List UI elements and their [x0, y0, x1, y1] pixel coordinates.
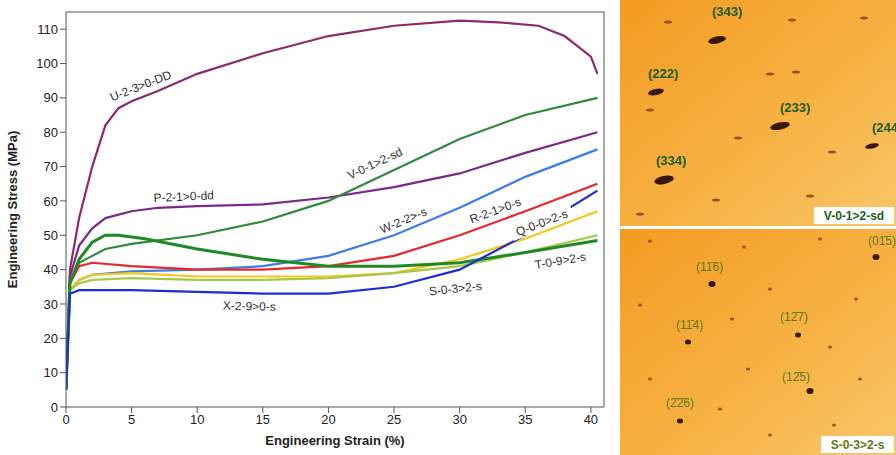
svg-text:(01̄5): (01̄5): [868, 234, 896, 248]
svg-text:90: 90: [44, 90, 58, 105]
svg-text:R-2-1>0-s: R-2-1>0-s: [468, 195, 523, 227]
svg-text:(11̄6): (11̄6): [696, 260, 723, 274]
svg-text:S-0-3>2-s: S-0-3>2-s: [428, 279, 482, 298]
svg-text:30: 30: [44, 297, 58, 312]
svg-text:Q-0-0>2-s: Q-0-0>2-s: [514, 207, 570, 239]
svg-text:(222): (222): [648, 66, 678, 81]
svg-text:X-2-9>0-s: X-2-9>0-s: [223, 299, 276, 314]
svg-text:20: 20: [321, 412, 335, 427]
svg-text:(244): (244): [872, 120, 896, 135]
svg-text:U-2-3>0-DD: U-2-3>0-DD: [108, 67, 174, 104]
svg-text:(11̄4): (11̄4): [676, 318, 703, 332]
svg-text:35: 35: [518, 412, 532, 427]
svg-text:100: 100: [36, 56, 58, 71]
svg-text:0: 0: [51, 400, 58, 415]
svg-text:80: 80: [44, 125, 58, 140]
svg-text:(2̄2̄6): (2̄2̄6): [666, 396, 694, 410]
svg-text:(12̄7): (12̄7): [780, 310, 808, 324]
svg-text:20: 20: [44, 331, 58, 346]
svg-text:10: 10: [44, 365, 58, 380]
svg-text:60: 60: [44, 194, 58, 209]
svg-text:V-0-1>2-sd: V-0-1>2-sd: [824, 209, 884, 223]
svg-text:25: 25: [387, 412, 401, 427]
svg-text:Engineering Stress (MPa): Engineering Stress (MPa): [5, 131, 20, 288]
svg-text:70: 70: [44, 159, 58, 174]
svg-text:(334): (334): [656, 153, 686, 168]
svg-text:10: 10: [190, 412, 204, 427]
svg-text:15: 15: [256, 412, 270, 427]
svg-text:40: 40: [44, 262, 58, 277]
svg-text:110: 110: [37, 22, 58, 37]
svg-text:(233): (233): [780, 100, 810, 115]
svg-text:Engineering Strain (%): Engineering Strain (%): [265, 433, 404, 448]
svg-text:50: 50: [44, 228, 58, 243]
svg-text:W-2-2>-s: W-2-2>-s: [378, 205, 429, 237]
svg-text:5: 5: [128, 412, 135, 427]
svg-text:(12̄5): (12̄5): [782, 370, 810, 384]
svg-text:40: 40: [584, 412, 598, 427]
svg-text:30: 30: [452, 412, 466, 427]
svg-text:V-0-1>2-sd: V-0-1>2-sd: [345, 145, 404, 183]
svg-text:T-0-9>2-s: T-0-9>2-s: [534, 250, 587, 272]
svg-text:0: 0: [62, 412, 69, 427]
svg-text:(343): (343): [712, 4, 742, 19]
svg-text:P-2-1>0-dd: P-2-1>0-dd: [153, 188, 214, 205]
svg-text:S-0-3>2-s: S-0-3>2-s: [831, 438, 885, 452]
